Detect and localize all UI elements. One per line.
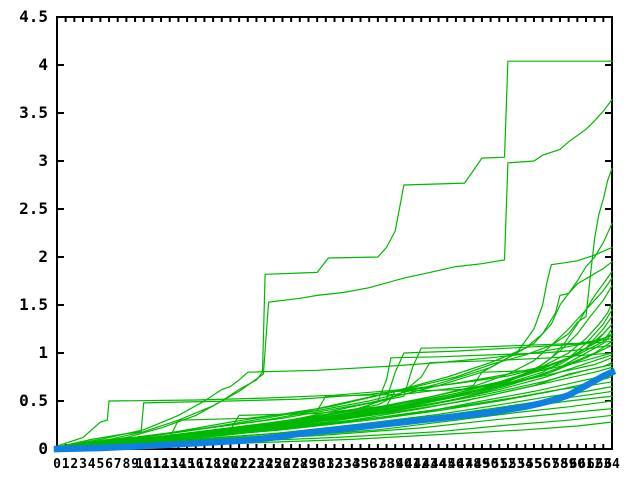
x-tick-label: 52	[500, 457, 516, 472]
x-tick-label: 5	[96, 457, 105, 472]
x-tick-label: 21	[231, 457, 247, 472]
x-tick-label: 29	[300, 457, 317, 472]
x-tick-label: 22	[239, 457, 256, 472]
x-tick-label: 40	[396, 457, 412, 472]
x-tick-label: 34	[344, 457, 360, 472]
x-tick-label: 49	[474, 457, 490, 472]
run-line	[56, 60, 613, 448]
x-tick-label: 8	[122, 457, 131, 472]
x-tick-label: 38	[378, 457, 395, 472]
x-tick-label: 51	[491, 457, 508, 472]
x-tick-label: 1	[61, 457, 70, 472]
x-tick-label: 50	[482, 457, 499, 472]
y-tick-label: 0.5	[19, 391, 48, 410]
y-tick-label: 2.5	[19, 199, 48, 218]
x-tick-label: 4	[87, 457, 96, 472]
x-tick-label: 46	[448, 457, 464, 472]
x-tick-label: 44	[430, 457, 447, 472]
y-tick-label: 3.5	[19, 103, 48, 122]
x-tick-label: 19	[213, 457, 230, 472]
x-tick-label: 57	[543, 457, 560, 472]
x-tick-label: 48	[465, 457, 482, 472]
run-line	[56, 328, 613, 449]
y-tick-label: 3	[38, 151, 48, 170]
x-tick-label: 61	[578, 457, 594, 472]
x-tick-label: 60	[569, 457, 586, 472]
y-tick-label: 1	[38, 343, 48, 362]
y-tick-label: 2	[38, 247, 48, 266]
x-tick-label: 33	[335, 457, 351, 472]
x-tick-label: 9	[131, 457, 139, 472]
x-tick-label: 11	[144, 457, 161, 472]
x-tick-label: 7	[113, 457, 122, 472]
x-tick-label: 30	[309, 457, 325, 472]
x-tick-label: 6	[105, 457, 113, 472]
run-line	[56, 337, 613, 448]
x-tick-label: 58	[552, 457, 568, 472]
x-tick-label: 62	[586, 457, 603, 472]
x-tick-label: 63	[595, 457, 612, 472]
x-tick-label: 20	[222, 457, 239, 472]
x-tick-label: 13	[161, 457, 178, 472]
x-tick-label: 64	[604, 457, 620, 472]
x-tick-label: 14	[170, 457, 187, 472]
x-tick-label: 39	[387, 457, 404, 472]
y-tick-label: 4	[38, 55, 48, 74]
x-tick-label: 53	[508, 457, 525, 472]
x-tick-label: 32	[326, 457, 343, 472]
x-tick-label: 28	[291, 457, 308, 472]
x-tick-label: 26	[274, 457, 291, 472]
run-line	[56, 366, 613, 448]
x-tick-label: 35	[352, 457, 369, 472]
x-tick-label: 36	[361, 457, 378, 472]
run-line	[56, 334, 613, 448]
x-tick-label: 55	[526, 457, 542, 472]
x-tick-label: 12	[153, 457, 169, 472]
x-tick-label: 37	[370, 457, 386, 472]
run-line	[56, 376, 613, 448]
x-tick-label: 31	[318, 457, 334, 472]
y-tick-label: 4.5	[19, 7, 48, 26]
x-tick-label: 15	[179, 457, 195, 472]
x-tick-label: 17	[196, 457, 213, 472]
x-tick-label: 24	[257, 457, 273, 472]
x-tick-label: 43	[422, 457, 438, 472]
x-tick-label: 18	[205, 457, 221, 472]
x-tick-label: 23	[248, 457, 265, 472]
x-tick-label: 2	[70, 457, 79, 472]
x-tick-label: 0	[53, 457, 61, 472]
x-tick-label: 27	[283, 457, 299, 472]
x-tick-label: 45	[439, 457, 456, 472]
run-line	[56, 302, 613, 449]
x-tick-label: 42	[413, 457, 430, 472]
x-tick-label: 59	[560, 457, 577, 472]
plot-border	[56, 16, 613, 450]
x-tick-label: 16	[187, 457, 204, 472]
x-tick-label: 56	[534, 457, 551, 472]
x-tick-label: 54	[517, 457, 534, 472]
x-tick-label: 10	[135, 457, 152, 472]
run-line	[56, 98, 613, 448]
y-tick-label: 1.5	[19, 295, 48, 314]
x-tick-label: 47	[456, 457, 473, 472]
x-tick-label: 3	[79, 457, 87, 472]
mean-line	[53, 367, 617, 453]
x-tick-label: 41	[404, 457, 421, 472]
x-tick-label: 25	[265, 457, 282, 472]
y-tick-label: 0	[38, 439, 48, 458]
